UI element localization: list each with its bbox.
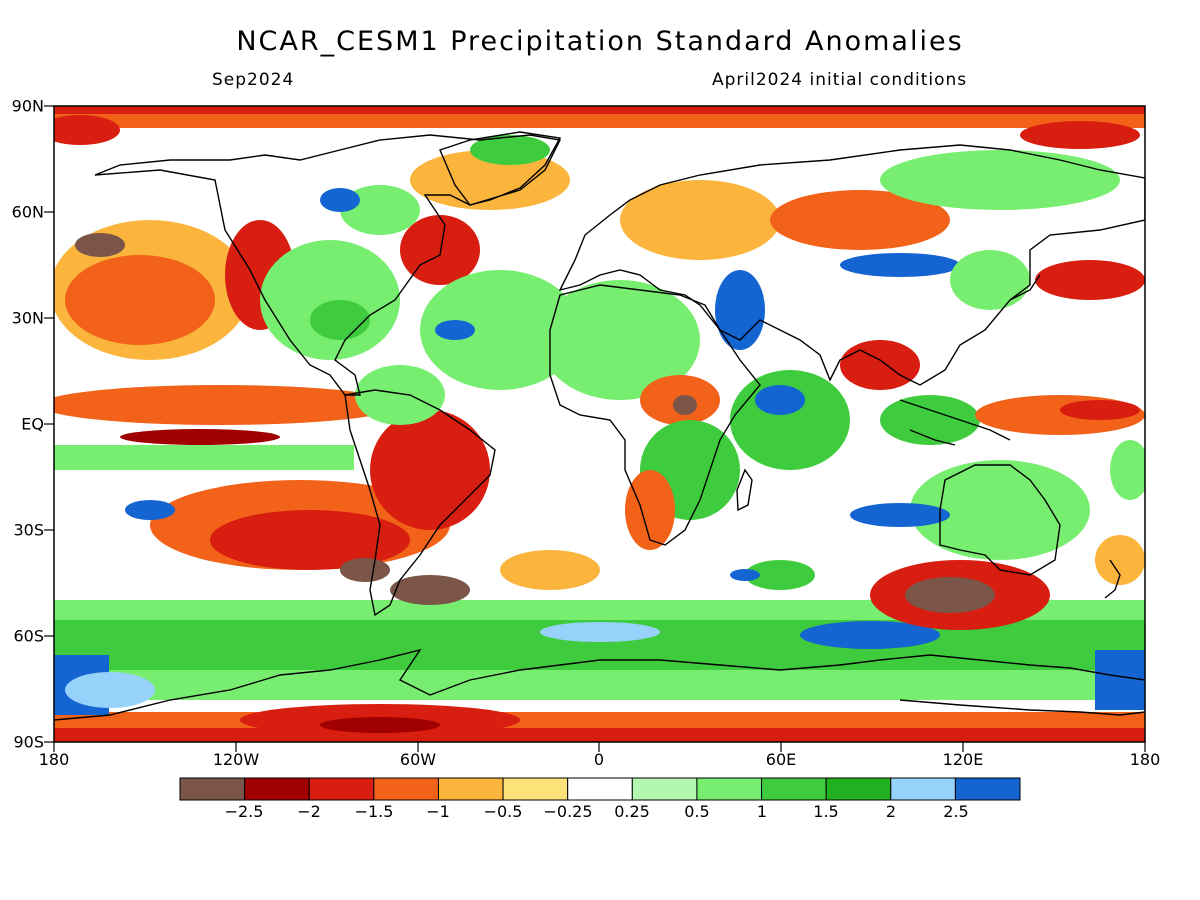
colorbar-label: −2 [297, 802, 321, 821]
colorbar-swatch [437, 777, 504, 801]
lat-label-30n: 30N [11, 308, 44, 328]
colorbar-label: −1.5 [354, 802, 394, 821]
lon-label-120w: 120W [212, 750, 260, 769]
colorbar-label: 0.5 [684, 802, 710, 821]
lon-label-180-east: 180 [1129, 750, 1161, 769]
colorbar-label: 2.5 [943, 802, 969, 821]
lat-label-60n: 60N [11, 202, 44, 222]
colorbar-swatch [502, 777, 569, 801]
colorbar-swatch [761, 777, 827, 801]
colorbar-label: −1 [426, 802, 450, 821]
colorbar-label: 0.25 [614, 802, 650, 821]
colorbar-swatch [631, 777, 698, 801]
colorbar-swatch [244, 777, 310, 801]
lon-label-60e: 60E [765, 750, 797, 769]
anomaly-field [54, 106, 1145, 742]
valid-month: Sep2024 [212, 70, 295, 90]
colorbar-label: −0.5 [483, 802, 523, 821]
lat-label-90s: 90S [13, 732, 44, 752]
colorbar-label: 2 [885, 802, 897, 821]
map-title: NCAR_CESM1 Precipitation Standard Anomal… [236, 26, 964, 57]
coastlines [54, 131, 1145, 721]
colorbar-swatch [825, 777, 892, 801]
colorbar-swatch [373, 777, 439, 801]
colorbar-swatch [954, 777, 1021, 801]
lon-label-120e: 120E [942, 750, 984, 769]
lat-label-eq: EQ [21, 414, 44, 434]
colorbar-swatch [890, 777, 956, 801]
axis-ticks [44, 105, 1146, 752]
colorbar-label: −0.25 [543, 802, 593, 821]
lon-label-0: 0 [593, 750, 605, 769]
colorbar-label: 1.5 [813, 802, 839, 821]
colorbar-swatch [179, 777, 246, 801]
lat-label-60s: 60S [13, 626, 44, 646]
colorbar-label: −2.5 [224, 802, 264, 821]
initial-conditions: April2024 initial conditions [712, 70, 968, 90]
colorbar-swatch [567, 777, 633, 801]
colorbar-swatch [696, 777, 763, 801]
colorbar-label: 1 [756, 802, 768, 821]
lon-label-180-west: 180 [38, 750, 70, 769]
lon-label-60w: 60W [399, 750, 437, 769]
lat-label-90n: 90N [11, 96, 44, 116]
colorbar-swatch [308, 777, 375, 801]
lat-label-30s: 30S [13, 520, 44, 540]
